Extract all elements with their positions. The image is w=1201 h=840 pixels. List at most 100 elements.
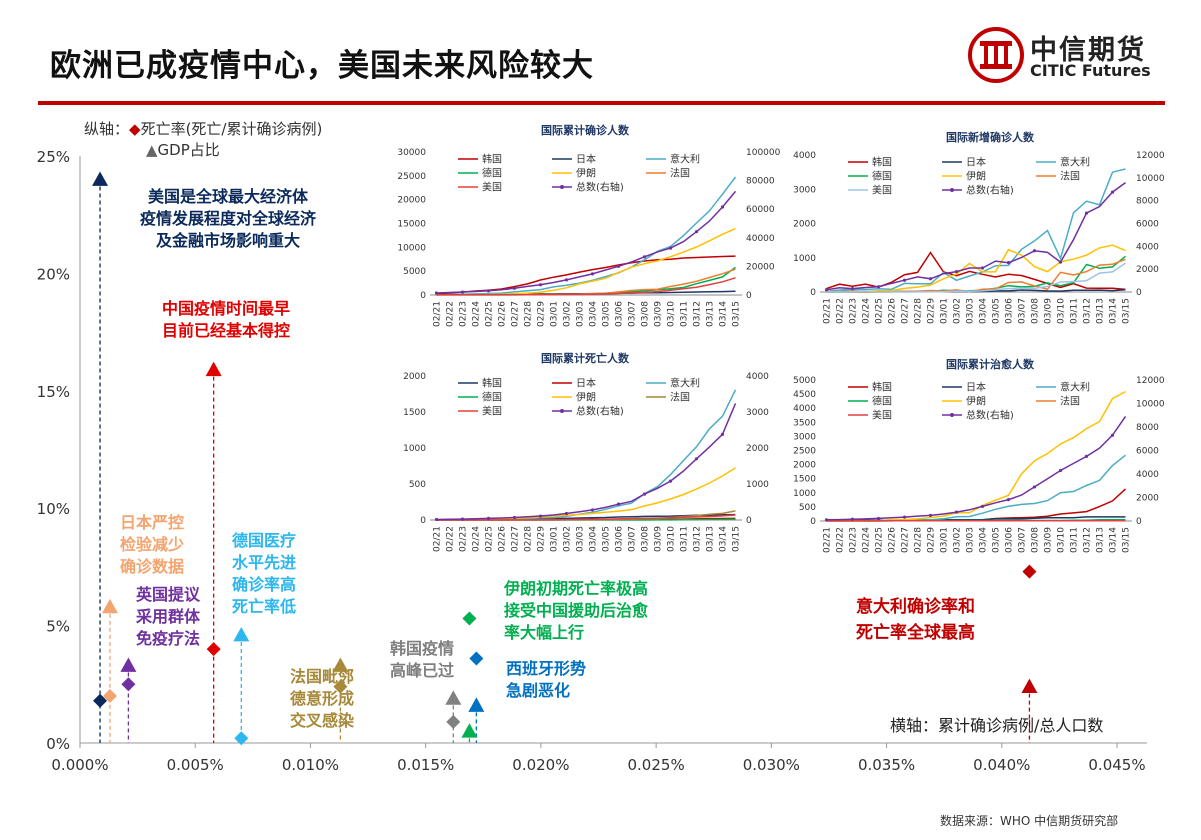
small-series-line (436, 403, 737, 521)
small-legend-label: 美国 (872, 184, 892, 197)
small-right-tick: 0 (1136, 517, 1142, 527)
small-right-tick: 1000 (746, 480, 769, 490)
small-date-tick: 03/10 (667, 301, 677, 327)
small-right-tick: 10000 (1136, 400, 1165, 410)
small-date-tick: 02/25 (485, 526, 495, 552)
small-date-tick: 02/21 (823, 527, 833, 553)
y-tick-label: 10% (37, 500, 70, 518)
gdp-share-point (205, 361, 222, 377)
small-left-tick: 3000 (793, 185, 816, 195)
small-series-marker (486, 516, 491, 520)
small-left-tick: 2500 (793, 447, 816, 457)
small-date-tick: 03/09 (1044, 527, 1054, 553)
death-rate-point (1022, 564, 1037, 579)
small-date-tick: 03/06 (615, 301, 625, 327)
small-legend-label: 日本 (966, 156, 986, 169)
gdp-share-point (468, 697, 485, 712)
small-date-tick: 03/09 (1044, 298, 1054, 324)
small-right-tick: 2000 (1136, 494, 1159, 504)
small-date-tick: 02/27 (511, 301, 521, 327)
small-series-line (826, 168, 1126, 293)
small-date-tick: 03/07 (628, 526, 638, 552)
x-tick-label: 0.030% (743, 756, 800, 774)
small-date-tick: 02/27 (901, 527, 911, 553)
small-series-marker (564, 278, 569, 282)
x-tick-label: 0.020% (512, 756, 569, 774)
small-series-marker (590, 272, 595, 276)
small-legend-label: 总数(右轴) (966, 184, 1014, 197)
small-right-tick: 80000 (746, 177, 775, 187)
small-series-marker (616, 502, 621, 506)
small-legend-label: 美国 (482, 181, 502, 194)
small-date-tick: 03/05 (602, 301, 612, 327)
small-left-tick: 5000 (793, 376, 816, 386)
small-right-tick: 0 (746, 291, 752, 301)
small-legend-label: 德国 (872, 395, 892, 408)
small-date-tick: 03/01 (940, 298, 950, 324)
small-right-tick: 6000 (1136, 447, 1159, 457)
x-tick-label: 0.015% (397, 756, 454, 774)
small-date-tick: 02/23 (459, 526, 469, 552)
small-series-marker (824, 288, 829, 292)
small-legend-label: 日本 (576, 153, 596, 166)
small-date-tick: 03/05 (992, 527, 1002, 553)
small-series-line (436, 176, 737, 296)
small-right-tick: 40000 (746, 234, 775, 244)
small-date-tick: 02/22 (836, 527, 846, 553)
small-left-tick: 5000 (403, 267, 426, 277)
small-date-tick: 03/02 (953, 527, 963, 553)
small-date-tick: 02/21 (433, 526, 443, 552)
small-left-tick: 1500 (403, 408, 426, 418)
x-axis-label: 横轴：累计确诊病例/总人口数 (890, 716, 1104, 735)
small-left-tick: 4000 (793, 151, 816, 161)
small-date-tick: 02/25 (875, 527, 885, 553)
small-date-tick: 02/25 (485, 301, 495, 327)
death-rate-point (121, 677, 136, 692)
small-legend-label: 德国 (482, 167, 502, 180)
death-rate-point (206, 642, 221, 657)
x-tick-label: 0.045% (1088, 756, 1145, 774)
small-series-marker (668, 246, 673, 250)
death-rate-point (446, 714, 461, 729)
gdp-share-point (445, 690, 462, 705)
small-date-tick: 03/13 (706, 526, 716, 552)
small-series-marker (564, 511, 569, 516)
small-left-tick: 2000 (793, 220, 816, 230)
logo-en-text: CITIC Futures (1030, 61, 1151, 80)
annotation-korea: 韩国疫情 高峰已过 (390, 639, 455, 680)
small-date-tick: 02/26 (888, 298, 898, 324)
small-series-marker (876, 285, 881, 289)
small-date-tick: 02/21 (823, 298, 833, 324)
small-legend-label: 美国 (872, 409, 892, 422)
small-date-tick: 03/03 (576, 301, 586, 327)
small-date-tick: 02/28 (524, 526, 534, 552)
small-date-tick: 03/02 (563, 526, 573, 552)
gdp-share-point (233, 626, 250, 642)
gdp-share-point (461, 723, 478, 738)
small-legend-swatch-marker (560, 409, 564, 413)
small-series-marker (1110, 190, 1115, 194)
x-tick-label: 0.040% (973, 756, 1030, 774)
y-tick-label: 20% (37, 265, 70, 283)
small-chart-4: 国际累计治愈人数 0 500 1000 1500 2000 2500 3000 3500 4000… (793, 357, 1165, 553)
small-date-tick: 03/12 (693, 301, 703, 327)
y-tick-label: 15% (37, 383, 70, 401)
small-left-tick: 500 (409, 480, 426, 490)
y-tick-label: 25% (37, 148, 70, 166)
small-series-line (826, 415, 1127, 521)
legend-gdp: GDP占比 (157, 141, 220, 159)
small-series-marker (486, 289, 491, 293)
small-legend-label: 韩国 (872, 381, 892, 394)
small-series-line (826, 262, 1126, 293)
small-series-marker (850, 517, 855, 521)
small-legend-label: 韩国 (872, 156, 892, 169)
small-date-tick: 02/21 (433, 301, 443, 327)
small-date-tick: 03/10 (667, 526, 677, 552)
page-title: 欧洲已成疫情中心，美国未来风险较大 (50, 48, 594, 84)
death-rate-point (469, 651, 484, 666)
small-date-tick: 02/24 (472, 301, 482, 327)
small-right-tick: 0 (1136, 288, 1142, 298)
small-date-tick: 02/26 (498, 526, 508, 552)
small-chart-3: 国际累计死亡人数 0 500 1000 1500 2000 0 1000 2000 3000 400… (403, 351, 769, 552)
